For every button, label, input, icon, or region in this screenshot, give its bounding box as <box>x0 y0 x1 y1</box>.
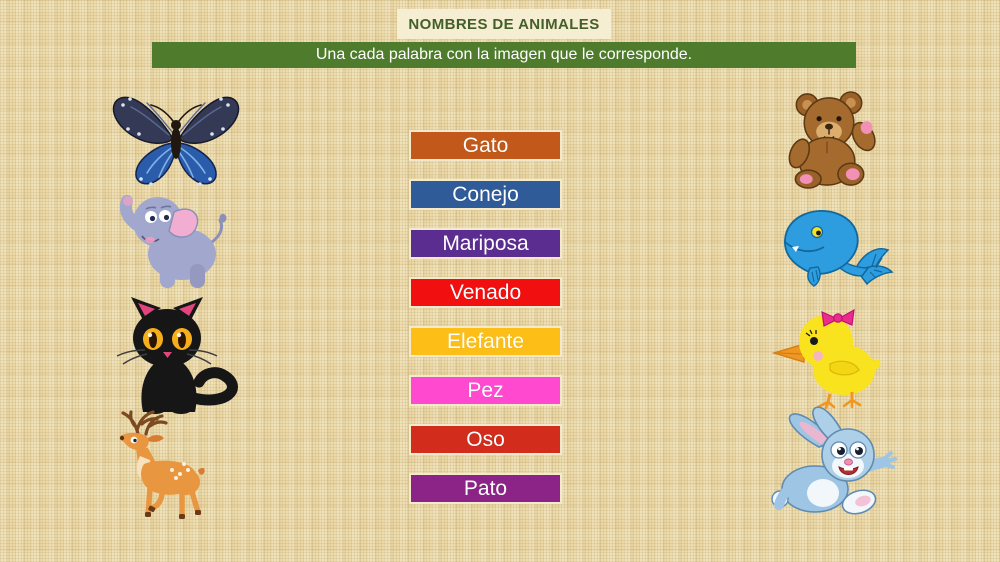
black-cat-icon <box>116 297 238 414</box>
word-button-elefante[interactable]: Elefante <box>409 326 562 357</box>
word-button-pato[interactable]: Pato <box>409 473 562 504</box>
duck-icon <box>771 308 881 409</box>
elephant-image[interactable] <box>106 186 234 290</box>
deer-image[interactable] <box>110 408 222 522</box>
butterfly-image[interactable] <box>103 85 248 193</box>
instruction-banner: Una cada palabra con la imagen que le co… <box>152 42 856 68</box>
word-button-mariposa[interactable]: Mariposa <box>409 228 562 259</box>
rabbit-image[interactable] <box>755 405 907 522</box>
word-button-conejo[interactable]: Conejo <box>409 179 562 210</box>
word-button-venado[interactable]: Venado <box>409 277 562 308</box>
black-cat-image[interactable] <box>97 294 245 414</box>
word-button-gato[interactable]: Gato <box>409 130 562 161</box>
duck-image[interactable] <box>766 304 902 409</box>
whale-image[interactable] <box>772 202 897 296</box>
word-button-pez[interactable]: Pez <box>409 375 562 406</box>
page-title: NOMBRES DE ANIMALES <box>397 9 611 39</box>
word-button-oso[interactable]: Oso <box>409 424 562 455</box>
butterfly-icon <box>112 96 240 186</box>
rabbit-icon <box>771 406 897 515</box>
teddy-bear-icon <box>788 91 876 189</box>
deer-icon <box>119 410 205 519</box>
whale-icon <box>784 209 894 287</box>
teddy-bear-image[interactable] <box>772 90 890 189</box>
elephant-icon <box>119 195 227 288</box>
